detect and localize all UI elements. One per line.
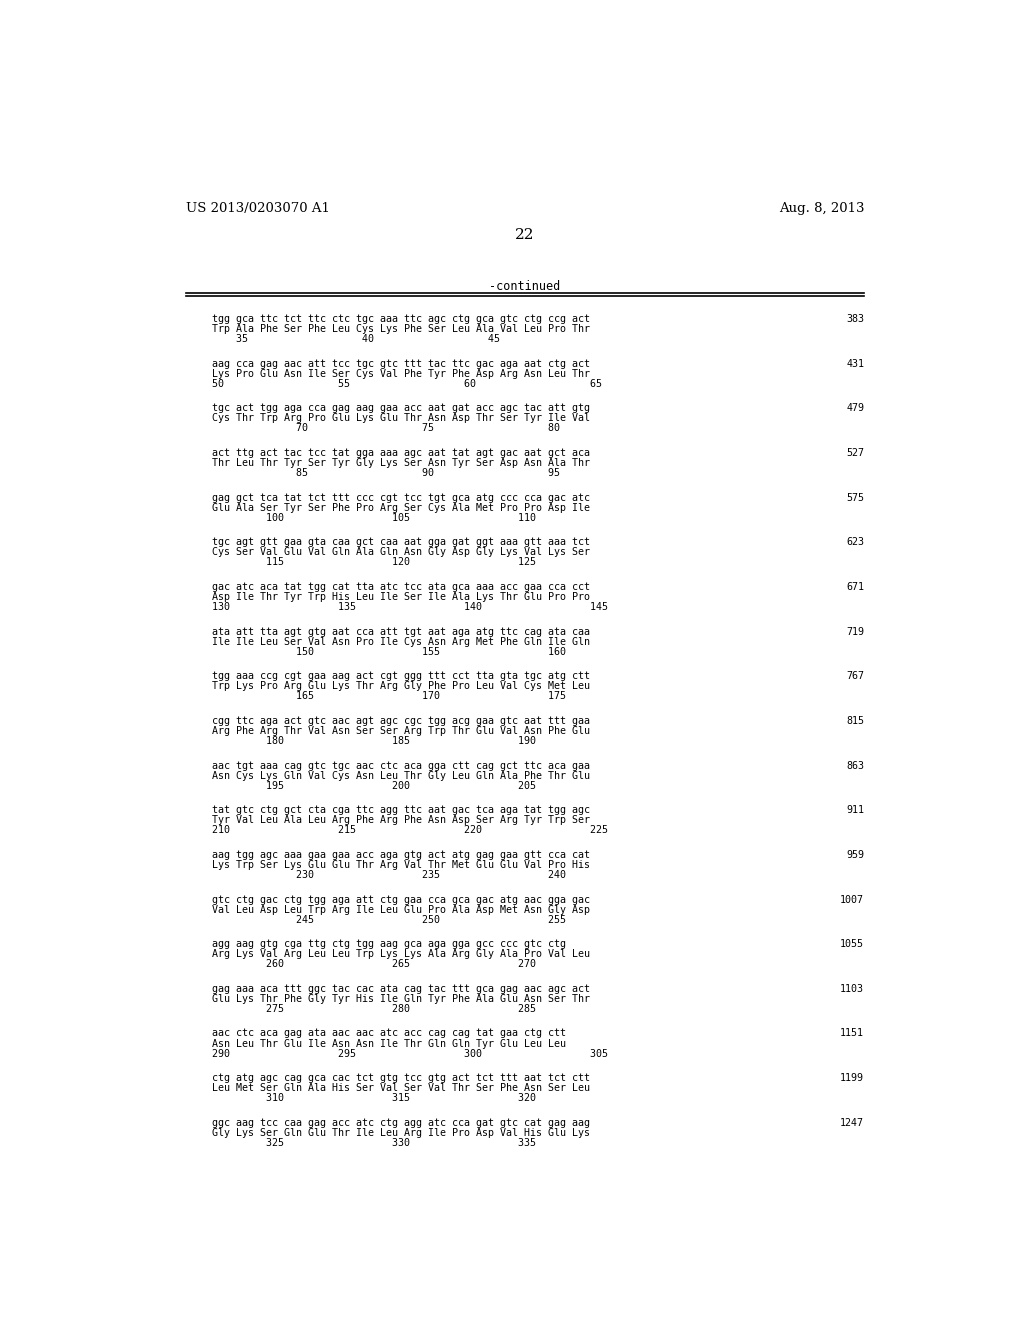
Text: Gly Lys Ser Gln Glu Thr Ile Leu Arg Ile Pro Asp Val His Glu Lys: Gly Lys Ser Gln Glu Thr Ile Leu Arg Ile … (212, 1127, 590, 1138)
Text: 431: 431 (846, 359, 864, 368)
Text: aag tgg agc aaa gaa gaa acc aga gtg act atg gag gaa gtt cca cat: aag tgg agc aaa gaa gaa acc aga gtg act … (212, 850, 590, 859)
Text: gac atc aca tat tgg cat tta atc tcc ata gca aaa acc gaa cca cct: gac atc aca tat tgg cat tta atc tcc ata … (212, 582, 590, 591)
Text: Trp Lys Pro Arg Glu Lys Thr Arg Gly Phe Pro Leu Val Cys Met Leu: Trp Lys Pro Arg Glu Lys Thr Arg Gly Phe … (212, 681, 590, 692)
Text: 671: 671 (846, 582, 864, 591)
Text: 180                  185                  190: 180 185 190 (212, 737, 536, 746)
Text: 245                  250                  255: 245 250 255 (212, 915, 565, 924)
Text: 50                   55                   60                   65: 50 55 60 65 (212, 379, 602, 388)
Text: 100                  105                  110: 100 105 110 (212, 512, 536, 523)
Text: gtc ctg gac ctg tgg aga att ctg gaa cca gca gac atg aac gga gac: gtc ctg gac ctg tgg aga att ctg gaa cca … (212, 895, 590, 904)
Text: Asp Ile Thr Tyr Trp His Leu Ile Ser Ile Ala Lys Thr Glu Pro Pro: Asp Ile Thr Tyr Trp His Leu Ile Ser Ile … (212, 591, 590, 602)
Text: Trp Ala Phe Ser Phe Leu Cys Lys Phe Ser Leu Ala Val Leu Pro Thr: Trp Ala Phe Ser Phe Leu Cys Lys Phe Ser … (212, 323, 590, 334)
Text: 260                  265                  270: 260 265 270 (212, 960, 536, 969)
Text: act ttg act tac tcc tat gga aaa agc aat tat agt gac aat gct aca: act ttg act tac tcc tat gga aaa agc aat … (212, 447, 590, 458)
Text: 22: 22 (515, 227, 535, 242)
Text: 130                  135                  140                  145: 130 135 140 145 (212, 602, 607, 612)
Text: tgc act tgg aga cca gag aag gaa acc aat gat acc agc tac att gtg: tgc act tgg aga cca gag aag gaa acc aat … (212, 404, 590, 413)
Text: Glu Ala Ser Tyr Ser Phe Pro Arg Ser Cys Ala Met Pro Pro Asp Ile: Glu Ala Ser Tyr Ser Phe Pro Arg Ser Cys … (212, 503, 590, 512)
Text: 150                  155                  160: 150 155 160 (212, 647, 565, 656)
Text: 719: 719 (846, 627, 864, 636)
Text: 767: 767 (846, 671, 864, 681)
Text: 863: 863 (846, 760, 864, 771)
Text: 959: 959 (846, 850, 864, 859)
Text: 1199: 1199 (841, 1073, 864, 1084)
Text: 1055: 1055 (841, 940, 864, 949)
Text: Val Leu Asp Leu Trp Arg Ile Leu Glu Pro Ala Asp Met Asn Gly Asp: Val Leu Asp Leu Trp Arg Ile Leu Glu Pro … (212, 904, 590, 915)
Text: 210                  215                  220                  225: 210 215 220 225 (212, 825, 607, 836)
Text: tgc agt gtt gaa gta caa gct caa aat gga gat ggt aaa gtt aaa tct: tgc agt gtt gaa gta caa gct caa aat gga … (212, 537, 590, 548)
Text: Asn Cys Lys Gln Val Cys Asn Leu Thr Gly Leu Gln Ala Phe Thr Glu: Asn Cys Lys Gln Val Cys Asn Leu Thr Gly … (212, 771, 590, 780)
Text: 1007: 1007 (841, 895, 864, 904)
Text: ctg atg agc cag gca cac tct gtg tcc gtg act tct ttt aat tct ctt: ctg atg agc cag gca cac tct gtg tcc gtg … (212, 1073, 590, 1084)
Text: 325                  330                  335: 325 330 335 (212, 1138, 536, 1148)
Text: Cys Ser Val Glu Val Gln Ala Gln Asn Gly Asp Gly Lys Val Lys Ser: Cys Ser Val Glu Val Gln Ala Gln Asn Gly … (212, 548, 590, 557)
Text: 165                  170                  175: 165 170 175 (212, 692, 565, 701)
Text: 815: 815 (846, 715, 864, 726)
Text: Lys Trp Ser Lys Glu Glu Thr Arg Val Thr Met Glu Glu Val Pro His: Lys Trp Ser Lys Glu Glu Thr Arg Val Thr … (212, 859, 590, 870)
Text: Lys Pro Glu Asn Ile Ser Cys Val Phe Tyr Phe Asp Arg Asn Leu Thr: Lys Pro Glu Asn Ile Ser Cys Val Phe Tyr … (212, 368, 590, 379)
Text: agg aag gtg cga ttg ctg tgg aag gca aga gga gcc ccc gtc ctg: agg aag gtg cga ttg ctg tgg aag gca aga … (212, 940, 565, 949)
Text: Ile Ile Leu Ser Val Asn Pro Ile Cys Asn Arg Met Phe Gln Ile Gln: Ile Ile Leu Ser Val Asn Pro Ile Cys Asn … (212, 636, 590, 647)
Text: 115                  120                  125: 115 120 125 (212, 557, 536, 568)
Text: tgg gca ttc tct ttc ctc tgc aaa ttc agc ctg gca gtc ctg ccg act: tgg gca ttc tct ttc ctc tgc aaa ttc agc … (212, 314, 590, 323)
Text: gag aaa aca ttt ggc tac cac ata cag tac ttt gca gag aac agc act: gag aaa aca ttt ggc tac cac ata cag tac … (212, 983, 590, 994)
Text: 35                   40                   45: 35 40 45 (212, 334, 500, 345)
Text: aac tgt aaa cag gtc tgc aac ctc aca gga ctt cag gct ttc aca gaa: aac tgt aaa cag gtc tgc aac ctc aca gga … (212, 760, 590, 771)
Text: ggc aag tcc caa gag acc atc ctg agg atc cca gat gtc cat gag aag: ggc aag tcc caa gag acc atc ctg agg atc … (212, 1118, 590, 1127)
Text: aac ctc aca gag ata aac aac atc acc cag cag tat gaa ctg ctt: aac ctc aca gag ata aac aac atc acc cag … (212, 1028, 565, 1039)
Text: Arg Phe Arg Thr Val Asn Ser Ser Arg Trp Thr Glu Val Asn Phe Glu: Arg Phe Arg Thr Val Asn Ser Ser Arg Trp … (212, 726, 590, 735)
Text: 479: 479 (846, 404, 864, 413)
Text: 623: 623 (846, 537, 864, 548)
Text: 1151: 1151 (841, 1028, 864, 1039)
Text: 85                   90                   95: 85 90 95 (212, 469, 560, 478)
Text: 275                  280                  285: 275 280 285 (212, 1003, 536, 1014)
Text: Leu Met Ser Gln Ala His Ser Val Ser Val Thr Ser Phe Asn Ser Leu: Leu Met Ser Gln Ala His Ser Val Ser Val … (212, 1084, 590, 1093)
Text: ata att tta agt gtg aat cca att tgt aat aga atg ttc cag ata caa: ata att tta agt gtg aat cca att tgt aat … (212, 627, 590, 636)
Text: 527: 527 (846, 447, 864, 458)
Text: -continued: -continued (489, 280, 560, 293)
Text: 230                  235                  240: 230 235 240 (212, 870, 565, 880)
Text: gag gct tca tat tct ttt ccc cgt tcc tgt gca atg ccc cca gac atc: gag gct tca tat tct ttt ccc cgt tcc tgt … (212, 492, 590, 503)
Text: 70                   75                   80: 70 75 80 (212, 424, 560, 433)
Text: cgg ttc aga act gtc aac agt agc cgc tgg acg gaa gtc aat ttt gaa: cgg ttc aga act gtc aac agt agc cgc tgg … (212, 715, 590, 726)
Text: 575: 575 (846, 492, 864, 503)
Text: 911: 911 (846, 805, 864, 816)
Text: 195                  200                  205: 195 200 205 (212, 780, 536, 791)
Text: Cys Thr Trp Arg Pro Glu Lys Glu Thr Asn Asp Thr Ser Tyr Ile Val: Cys Thr Trp Arg Pro Glu Lys Glu Thr Asn … (212, 413, 590, 424)
Text: 1247: 1247 (841, 1118, 864, 1127)
Text: Arg Lys Val Arg Leu Leu Trp Lys Lys Ala Arg Gly Ala Pro Val Leu: Arg Lys Val Arg Leu Leu Trp Lys Lys Ala … (212, 949, 590, 960)
Text: 310                  315                  320: 310 315 320 (212, 1093, 536, 1104)
Text: aag cca gag aac att tcc tgc gtc ttt tac ttc gac aga aat ctg act: aag cca gag aac att tcc tgc gtc ttt tac … (212, 359, 590, 368)
Text: 383: 383 (846, 314, 864, 323)
Text: 290                  295                  300                  305: 290 295 300 305 (212, 1048, 607, 1059)
Text: tgg aaa ccg cgt gaa aag act cgt ggg ttt cct tta gta tgc atg ctt: tgg aaa ccg cgt gaa aag act cgt ggg ttt … (212, 671, 590, 681)
Text: 1103: 1103 (841, 983, 864, 994)
Text: Aug. 8, 2013: Aug. 8, 2013 (778, 202, 864, 215)
Text: US 2013/0203070 A1: US 2013/0203070 A1 (186, 202, 330, 215)
Text: Glu Lys Thr Phe Gly Tyr His Ile Gln Tyr Phe Ala Glu Asn Ser Thr: Glu Lys Thr Phe Gly Tyr His Ile Gln Tyr … (212, 994, 590, 1003)
Text: Thr Leu Thr Tyr Ser Tyr Gly Lys Ser Asn Tyr Ser Asp Asn Ala Thr: Thr Leu Thr Tyr Ser Tyr Gly Lys Ser Asn … (212, 458, 590, 467)
Text: tat gtc ctg gct cta cga ttc agg ttc aat gac tca aga tat tgg agc: tat gtc ctg gct cta cga ttc agg ttc aat … (212, 805, 590, 816)
Text: Asn Leu Thr Glu Ile Asn Asn Ile Thr Gln Gln Tyr Glu Leu Leu: Asn Leu Thr Glu Ile Asn Asn Ile Thr Gln … (212, 1039, 565, 1048)
Text: Tyr Val Leu Ala Leu Arg Phe Arg Phe Asn Asp Ser Arg Tyr Trp Ser: Tyr Val Leu Ala Leu Arg Phe Arg Phe Asn … (212, 816, 590, 825)
